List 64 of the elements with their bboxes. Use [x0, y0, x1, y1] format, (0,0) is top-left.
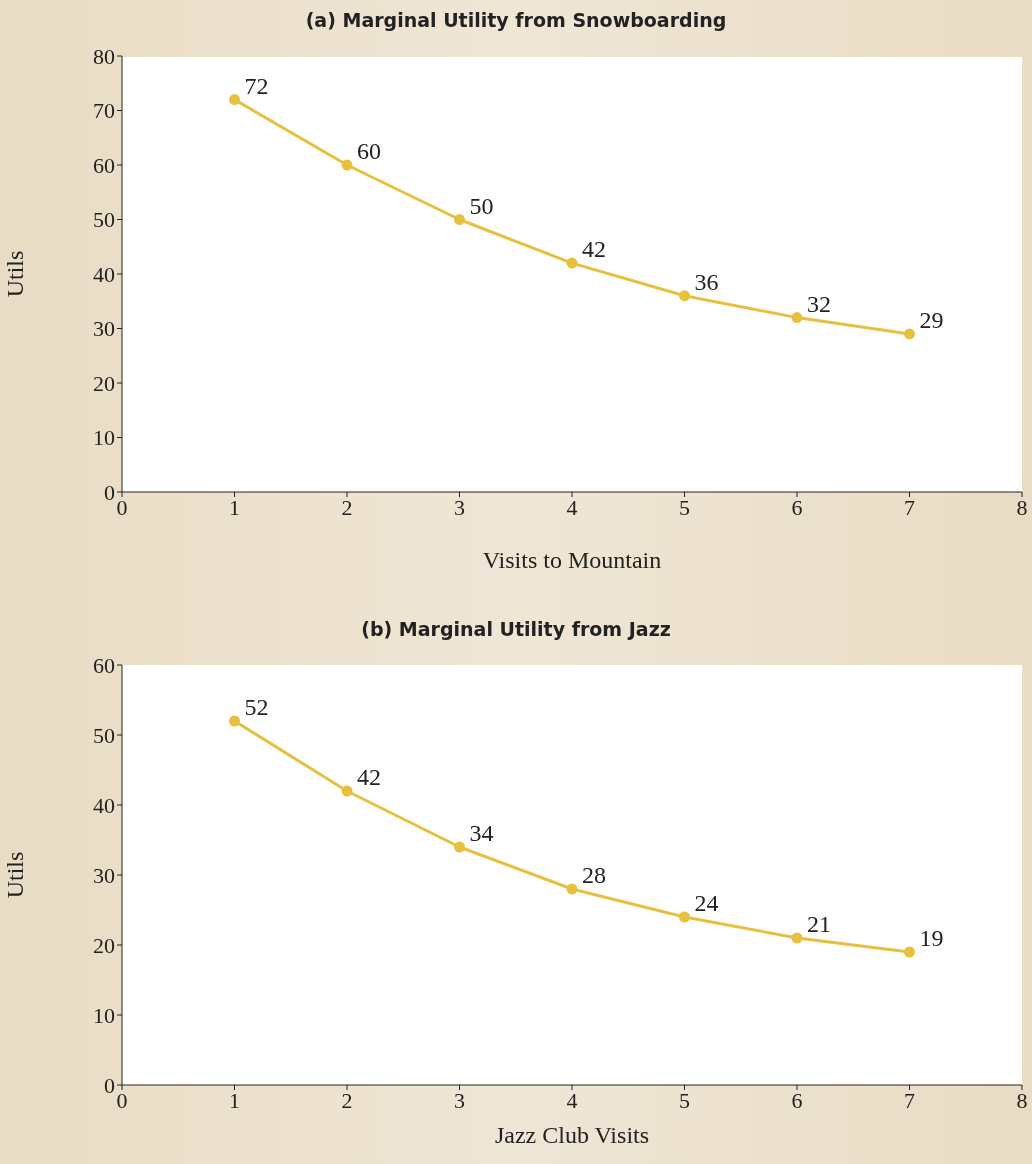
data-label: 60 [357, 138, 381, 164]
x-tick-label: 2 [341, 494, 353, 520]
data-label: 50 [469, 192, 494, 219]
point [904, 328, 915, 340]
data-label: 28 [582, 862, 606, 888]
x-tick-label: 6 [791, 1087, 803, 1113]
point [566, 883, 578, 895]
y-tick-label: 30 [93, 862, 115, 888]
x-tick-label: 1 [229, 494, 240, 520]
x-tick-label: 5 [679, 1087, 690, 1113]
y-tick-label: 60 [93, 152, 115, 178]
data-label: 36 [694, 268, 719, 295]
x-tick-label: 2 [341, 1087, 353, 1113]
y-axis-title: Utils [1, 851, 28, 899]
x-tick-label: 7 [904, 1087, 915, 1113]
x-tick-label: 3 [454, 494, 465, 520]
data-label: 52 [244, 694, 269, 720]
data-label: 21 [807, 911, 831, 937]
x-tick-label: 4 [566, 494, 578, 520]
y-tick-label: 80 [93, 43, 115, 69]
data-label: 24 [694, 890, 719, 916]
x-tick-label: 7 [904, 494, 915, 520]
x-axis-title: Visits to Mountain [482, 547, 662, 573]
point [454, 214, 465, 225]
point [341, 785, 353, 797]
chart-title: (a) Marginal Utility from Snowboarding [304, 8, 728, 33]
x-tick-label: 5 [679, 494, 690, 520]
data-label: 19 [919, 925, 944, 951]
y-tick-label: 50 [93, 722, 115, 748]
point [791, 312, 803, 324]
data-label: 42 [357, 764, 381, 790]
point [454, 841, 465, 853]
point [229, 715, 240, 727]
x-axis-title: Jazz Club Visits [494, 1122, 650, 1148]
y-tick-label: 20 [93, 932, 115, 958]
data-label: 42 [582, 236, 606, 263]
point [679, 911, 690, 923]
y-tick-label: 40 [93, 792, 115, 818]
y-tick-label: 40 [93, 261, 115, 287]
data-label: 29 [919, 306, 944, 333]
y-tick-label: 30 [93, 316, 115, 342]
y-tick-label: 10 [93, 1002, 115, 1028]
point [341, 159, 353, 171]
x-tick-label: 6 [791, 494, 803, 520]
y-axis-title: Utils [1, 250, 28, 298]
x-tick-label: 8 [1016, 1087, 1028, 1113]
y-tick-label: 70 [93, 98, 115, 124]
y-tick-label: 10 [93, 425, 115, 451]
chart-title: (b) Marginal Utility from Jazz [360, 617, 672, 642]
x-tick-label: 8 [1016, 494, 1028, 520]
y-tick-label: 60 [93, 652, 115, 678]
data-label: 34 [469, 820, 494, 846]
data-label: 72 [244, 72, 269, 99]
point [791, 932, 803, 944]
point [679, 290, 690, 302]
x-tick-label: 4 [566, 1087, 578, 1113]
y-tick-label: 50 [93, 207, 115, 233]
x-tick-label: 3 [454, 1087, 465, 1113]
y-tick-label: 20 [93, 370, 115, 396]
point [229, 94, 240, 106]
point [904, 946, 915, 958]
point [566, 257, 578, 269]
data-label: 32 [807, 290, 831, 317]
x-tick-label: 1 [229, 1087, 240, 1113]
